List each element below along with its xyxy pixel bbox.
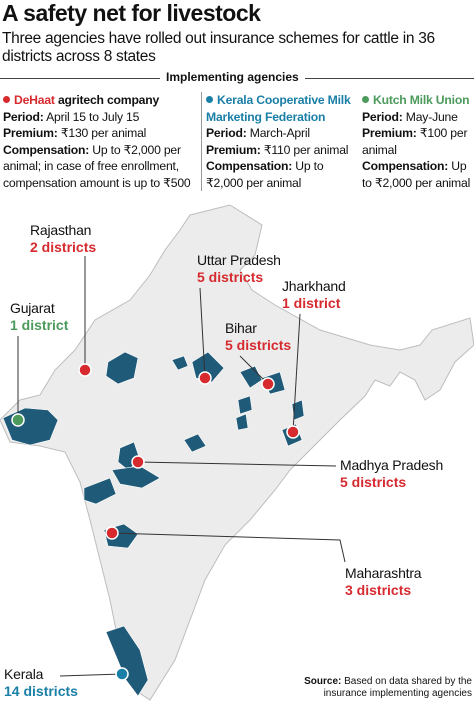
- field-text: ₹110 per animal: [263, 142, 349, 157]
- agency-dot: [206, 96, 213, 103]
- district-area: [171, 355, 189, 371]
- state-name: Bihar: [225, 320, 257, 336]
- district-count: 1 district: [10, 317, 69, 333]
- field-label: Premium:: [206, 142, 261, 157]
- field-text: March-April: [249, 126, 310, 140]
- agency: Kerala Cooperative Milk Marketing Federa…: [201, 92, 362, 191]
- field-text: ₹130 per animal: [60, 126, 147, 140]
- district-area: [239, 365, 263, 389]
- callout-line: [292, 313, 301, 433]
- district-count: 5 districts: [225, 337, 292, 353]
- field-label: Period:: [362, 109, 403, 124]
- source-text: Based on data shared by the insurance im…: [323, 676, 472, 699]
- district-area: [237, 395, 253, 415]
- field-label: Compensation:: [362, 159, 449, 173]
- agency-dot: [362, 96, 369, 103]
- source: Source: Based on data shared by the insu…: [300, 676, 472, 700]
- agency-name-rest: agritech company: [57, 93, 160, 107]
- location-dot: [286, 425, 300, 439]
- source-label: Source:: [304, 676, 342, 687]
- callout-line: [111, 532, 346, 563]
- district-count: 1 district: [282, 295, 341, 311]
- location-dot: [261, 377, 275, 391]
- agency-name-row: Kutch Milk Union: [362, 92, 472, 109]
- callout-line: [59, 673, 123, 677]
- region-label: Gujarat 1 district: [10, 300, 68, 334]
- state-name: Jharkhand: [282, 278, 346, 294]
- agency-name: Kutch Milk Union: [373, 93, 470, 107]
- field: Compensation: Up to ₹2,000 per animal: [362, 158, 472, 191]
- field: Compensation: Up to ₹2,000 per animal; i…: [3, 142, 199, 192]
- agency-name: Kerala Cooperative Milk Marketing Federa…: [206, 93, 351, 124]
- agency-name-row: DeHaat agritech company: [3, 92, 199, 109]
- field-text: Up to ₹2,000 per animal: [206, 159, 324, 190]
- district-area: [105, 625, 149, 697]
- field: Premium: ₹110 per animal: [206, 142, 362, 159]
- field-label: Premium:: [362, 126, 417, 140]
- field: Period: March-April: [206, 125, 362, 142]
- field: Period: April 15 to July 15: [3, 109, 199, 126]
- field: Premium: ₹130 per animal: [3, 125, 199, 142]
- district-count: 5 districts: [197, 269, 264, 285]
- district-area: [183, 433, 207, 453]
- field-label: Compensation:: [3, 142, 90, 157]
- india-outline: [0, 204, 474, 701]
- agency-dot: [3, 96, 10, 103]
- field-text: Up to ₹2,000 per animal; in case of free…: [3, 142, 191, 190]
- callout-lines: [17, 256, 346, 677]
- region-label: Bihar 5 districts: [225, 320, 291, 354]
- field: Premium: ₹100 per animal: [362, 125, 472, 158]
- field-text: April 15 to July 15: [46, 109, 140, 124]
- state-name: Rajasthan: [30, 222, 92, 238]
- title: A safety net for livestock: [2, 0, 261, 26]
- state-name: Gujarat: [10, 300, 55, 316]
- district-count: 14 districts: [4, 683, 78, 699]
- region-label: Uttar Pradesh 5 districts: [197, 252, 281, 286]
- agency-name-row: Kerala Cooperative Milk Marketing Federa…: [206, 92, 362, 125]
- location-dot: [198, 371, 212, 385]
- subtitle: Three agencies have rolled out insurance…: [2, 30, 435, 65]
- location-dot: [78, 363, 92, 377]
- state-name: Maharashtra: [345, 565, 422, 581]
- location-dot: [115, 667, 129, 681]
- field-label: Period:: [3, 109, 44, 124]
- region-label: Rajasthan 2 districts: [30, 222, 96, 256]
- state-name: Madhya Pradesh: [340, 457, 444, 473]
- agency: DeHaat agritech company Period: April 15…: [3, 92, 199, 191]
- field-label: Period:: [206, 126, 247, 140]
- region-label: Jharkhand 1 district: [282, 278, 346, 312]
- district-count: 2 districts: [30, 239, 97, 255]
- agency: Kutch Milk Union Period: May-June Premiu…: [362, 92, 472, 191]
- district-area: [83, 477, 117, 505]
- callout-line: [199, 287, 206, 379]
- region-label: Madhya Pradesh 5 districts: [340, 457, 443, 491]
- callout-line: [137, 461, 337, 467]
- region-label: Maharashtra 3 districts: [345, 565, 422, 599]
- district-area: [235, 413, 249, 431]
- field-text: May-June: [405, 109, 458, 124]
- state-name: Uttar Pradesh: [197, 252, 281, 268]
- district-count: 5 districts: [340, 474, 407, 490]
- district-count: 3 districts: [345, 582, 412, 598]
- location-dot: [105, 526, 119, 540]
- agency-heading-row: Implementing agencies: [0, 70, 474, 86]
- field-text: ₹100 per animal: [362, 126, 468, 157]
- agency-heading: Implementing agencies: [160, 70, 305, 84]
- field-label: Premium:: [3, 126, 58, 140]
- field: Compensation: Up to ₹2,000 per animal: [206, 158, 362, 191]
- agency-name: DeHaat: [14, 93, 55, 107]
- district-area: [105, 351, 139, 385]
- location-dots: [11, 363, 300, 681]
- location-dot: [131, 455, 145, 469]
- field-text: Up to ₹2,000 per animal: [362, 159, 471, 190]
- field: Period: May-June: [362, 109, 472, 126]
- state-name: Kerala: [4, 666, 44, 682]
- region-label: Kerala 14 districts: [4, 666, 78, 700]
- field-label: Compensation:: [206, 159, 293, 173]
- location-dot: [11, 413, 25, 427]
